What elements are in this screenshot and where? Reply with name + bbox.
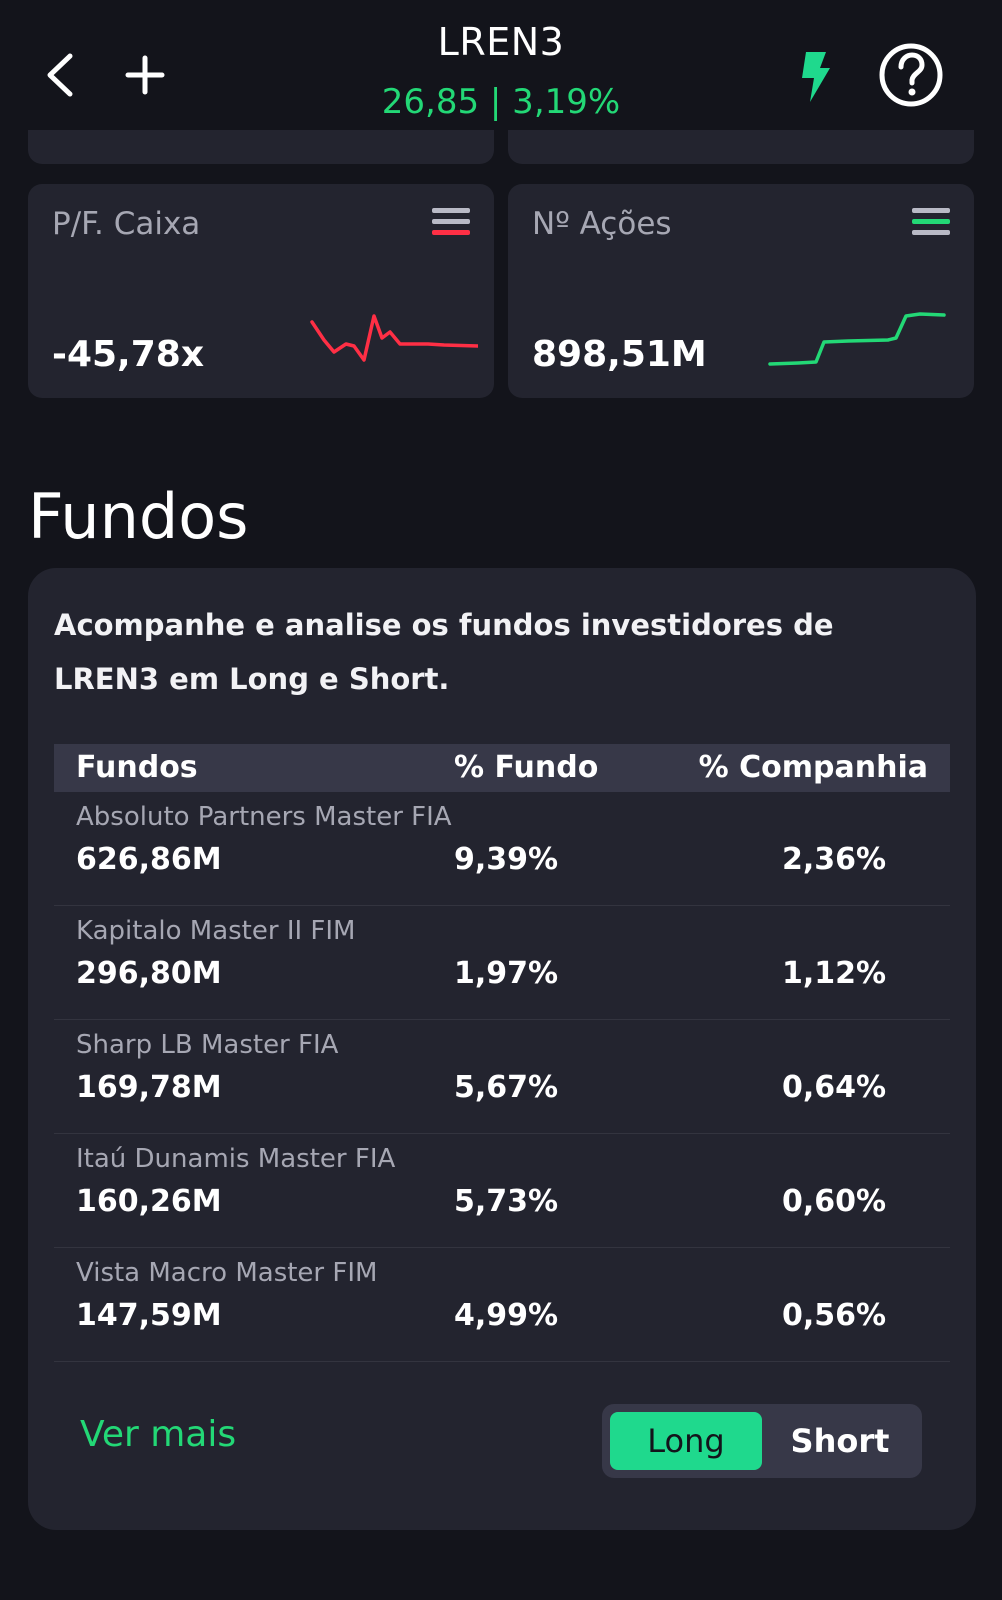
table-row[interactable]: Kapitalo Master II FIM 296,80M 1,97% 1,1… bbox=[54, 906, 950, 1020]
column-header-pct-companhia: % Companhia bbox=[698, 750, 928, 785]
fund-pct-fundo: 9,39% bbox=[454, 842, 559, 877]
price-quote: 26,85 | 3,19% bbox=[381, 82, 621, 122]
card-label: Nº Ações bbox=[532, 206, 672, 242]
previous-card-right bbox=[508, 130, 974, 164]
fund-pct-fundo: 1,97% bbox=[454, 956, 559, 991]
menu-lines-icon[interactable] bbox=[912, 208, 950, 236]
fund-amount: 296,80M bbox=[76, 956, 222, 991]
card-value: 898,51M bbox=[532, 334, 707, 375]
fund-pct-companhia: 0,60% bbox=[782, 1184, 887, 1219]
funds-panel: Acompanhe e analise os fundos investidor… bbox=[28, 568, 976, 1530]
fund-amount: 169,78M bbox=[76, 1070, 222, 1105]
fund-name: Absoluto Partners Master FIA bbox=[76, 802, 452, 832]
fund-name: Vista Macro Master FIM bbox=[76, 1258, 378, 1288]
previous-card-left bbox=[28, 130, 494, 164]
toggle-short-button[interactable]: Short bbox=[790, 1422, 890, 1460]
fund-pct-fundo: 4,99% bbox=[454, 1298, 559, 1333]
toggle-long-button[interactable]: Long bbox=[610, 1412, 762, 1470]
funds-description: Acompanhe e analise os fundos investidor… bbox=[54, 608, 834, 696]
see-more-link[interactable]: Ver mais bbox=[80, 1414, 237, 1455]
table-row[interactable]: Absoluto Partners Master FIA 626,86M 9,3… bbox=[54, 792, 950, 906]
plus-icon[interactable] bbox=[118, 48, 172, 102]
fund-amount: 626,86M bbox=[76, 842, 222, 877]
section-title-fundos: Fundos bbox=[28, 480, 249, 553]
indicator-card-pf-caixa[interactable]: P/F. Caixa -45,78x bbox=[28, 184, 494, 398]
sparkline-down-icon bbox=[310, 314, 478, 362]
sparkline-up-icon bbox=[768, 312, 946, 366]
fund-pct-companhia: 0,64% bbox=[782, 1070, 887, 1105]
lightning-bolt-icon[interactable] bbox=[796, 48, 836, 104]
fund-pct-companhia: 0,56% bbox=[782, 1298, 887, 1333]
fund-amount: 160,26M bbox=[76, 1184, 222, 1219]
long-short-toggle: Long Short bbox=[602, 1404, 922, 1478]
fund-pct-companhia: 1,12% bbox=[782, 956, 887, 991]
indicator-card-num-acoes[interactable]: Nº Ações 898,51M bbox=[508, 184, 974, 398]
fund-pct-fundo: 5,67% bbox=[454, 1070, 559, 1105]
fund-name: Kapitalo Master II FIM bbox=[76, 916, 356, 946]
card-value: -45,78x bbox=[52, 334, 205, 375]
chevron-left-icon[interactable] bbox=[38, 48, 84, 102]
table-row[interactable]: Itaú Dunamis Master FIA 160,26M 5,73% 0,… bbox=[54, 1134, 950, 1248]
table-row[interactable]: Vista Macro Master FIM 147,59M 4,99% 0,5… bbox=[54, 1248, 950, 1362]
column-header-fundos: Fundos bbox=[76, 750, 198, 785]
ticker-title: LREN3 bbox=[437, 20, 565, 64]
question-circle-icon[interactable] bbox=[878, 42, 944, 108]
fund-pct-companhia: 2,36% bbox=[782, 842, 887, 877]
fund-name: Sharp LB Master FIA bbox=[76, 1030, 339, 1060]
fund-pct-fundo: 5,73% bbox=[454, 1184, 559, 1219]
table-header: Fundos % Fundo % Companhia bbox=[54, 744, 950, 792]
header: LREN3 26,85 | 3,19% bbox=[0, 0, 1002, 140]
column-header-pct-fundo: % Fundo bbox=[454, 750, 599, 785]
fund-name: Itaú Dunamis Master FIA bbox=[76, 1144, 396, 1174]
table-row[interactable]: Sharp LB Master FIA 169,78M 5,67% 0,64% bbox=[54, 1020, 950, 1134]
card-label: P/F. Caixa bbox=[52, 206, 201, 242]
menu-lines-icon[interactable] bbox=[432, 208, 470, 236]
fund-amount: 147,59M bbox=[76, 1298, 222, 1333]
